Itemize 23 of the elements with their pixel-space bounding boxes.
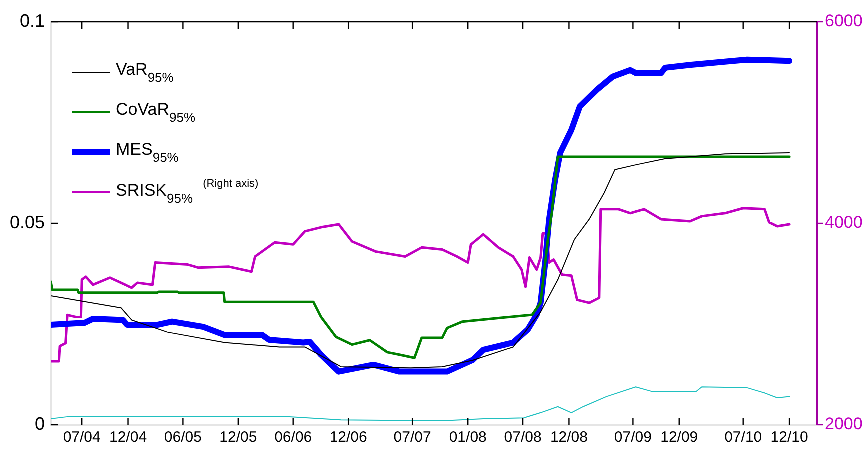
y2-tick-label: 4000 xyxy=(825,213,863,232)
x-tick-label: 12/05 xyxy=(220,429,258,446)
legend-label: CoVaR$_{95%}$ xyxy=(116,100,196,124)
x-tick-label: 12/09 xyxy=(660,429,698,446)
y-tick-label: 0.1 xyxy=(20,10,45,31)
y2-tick-label: 2000 xyxy=(825,414,863,434)
legend-label: VaR$_{95%}$ xyxy=(116,60,174,84)
y-tick-label: 0 xyxy=(34,414,45,434)
x-tick-label: 12/04 xyxy=(109,429,148,446)
legend-label: MES$_{95%}$ xyxy=(116,140,179,164)
x-tick-label: 07/07 xyxy=(394,429,432,446)
y-tick-label: 0.05 xyxy=(10,212,45,232)
x-tick-label: 06/05 xyxy=(164,429,202,446)
x-tick-label: 12/10 xyxy=(770,429,808,446)
x-tick-label: 12/06 xyxy=(330,429,368,446)
x-tick-label: 06/06 xyxy=(274,429,312,446)
x-tick-label: 07/10 xyxy=(724,429,762,446)
x-tick-label: 01/08 xyxy=(449,429,487,446)
x-tick-label: 12/08 xyxy=(550,429,588,446)
y2-tick-label: 6000 xyxy=(825,12,863,31)
x-tick-label: 07/08 xyxy=(504,429,542,446)
x-tick-label: 07/04 xyxy=(63,429,101,446)
x-tick-label: 07/09 xyxy=(614,429,652,446)
